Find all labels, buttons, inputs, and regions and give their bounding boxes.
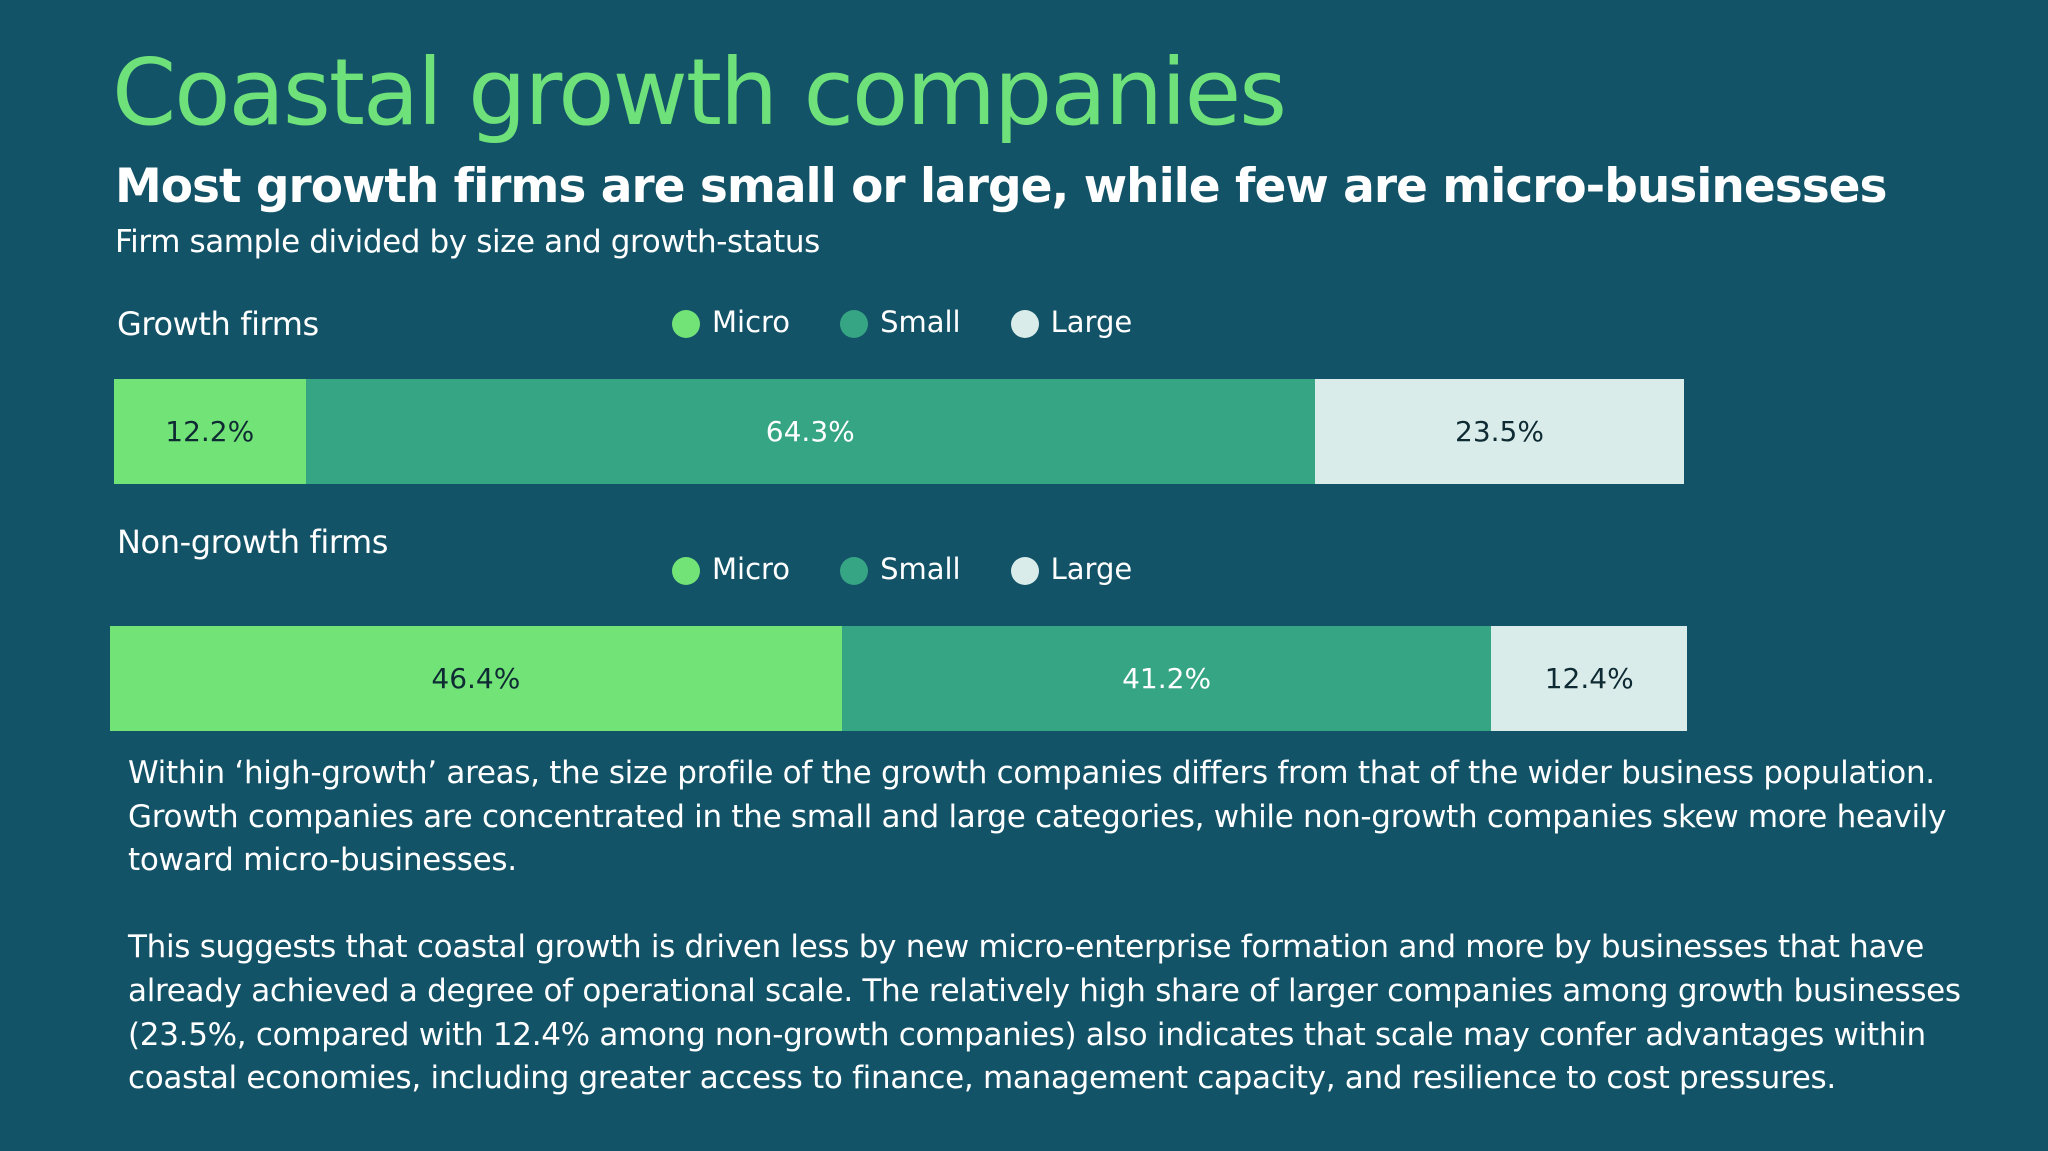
legend-item-micro: Micro [672, 305, 790, 339]
body-paragraph-2: This suggests that coastal growth is dri… [128, 929, 1961, 1097]
data-label-growth-large: 23.5% [1455, 415, 1544, 448]
bar-segment-non-growth-micro: 46.4% [110, 626, 842, 731]
data-label-non-growth-micro: 46.4% [431, 662, 521, 695]
legend-growth: Micro Small Large [672, 305, 1132, 339]
bar-segment-growth-small: 64.3% [305, 379, 1316, 484]
bar-segment-growth-micro: 12.2% [114, 379, 306, 484]
legend-item-micro: Micro [672, 552, 790, 586]
legend-non-growth: Micro Small Large [672, 552, 1132, 586]
page-title: Coastal growth companies [112, 39, 1287, 146]
chart-caption: Firm sample divided by size and growth-s… [115, 224, 820, 260]
chart-subtitle: Most growth firms are small or large, wh… [115, 159, 1888, 214]
group-label-growth: Growth firms [117, 305, 319, 343]
legend-item-large: Large [1010, 305, 1133, 339]
data-label-non-growth-small: 41.2% [1122, 662, 1212, 695]
data-label-growth-small: 64.3% [765, 415, 855, 448]
legend-item-small: Small [840, 552, 961, 586]
data-label-non-growth-large: 12.4% [1544, 662, 1634, 695]
bar-segment-non-growth-small: 41.2% [841, 626, 1492, 731]
legend-swatch-large [1010, 309, 1039, 338]
legend-swatch-large [1010, 556, 1039, 585]
legend-label-small: Small [880, 305, 961, 339]
bar-segment-growth-large: 23.5% [1315, 379, 1684, 484]
legend-label-small: Small [880, 552, 961, 586]
bar-segment-non-growth-large: 12.4% [1491, 626, 1687, 731]
legend-label-large: Large [1050, 552, 1133, 586]
legend-item-large: Large [1010, 552, 1133, 586]
group-label-non-growth: Non-growth firms [117, 523, 389, 561]
legend-swatch-small [840, 309, 869, 338]
legend-item-small: Small [840, 305, 961, 339]
data-label-growth-micro: 12.2% [165, 415, 255, 448]
body-text: Within ‘high-growth’ areas, the size pro… [128, 752, 2008, 1144]
body-paragraph-1: Within ‘high-growth’ areas, the size pro… [128, 755, 1947, 879]
legend-swatch-micro [672, 556, 700, 585]
stacked-bar-non-growth: 46.4% 41.2% 12.4% [110, 626, 1687, 731]
stacked-bar-growth: 12.2% 64.3% 23.5% [114, 379, 1684, 484]
legend-label-large: Large [1050, 305, 1133, 339]
legend-label-micro: Micro [712, 552, 791, 586]
legend-swatch-small [840, 556, 869, 585]
legend-swatch-micro [672, 309, 700, 338]
legend-label-micro: Micro [712, 305, 791, 339]
